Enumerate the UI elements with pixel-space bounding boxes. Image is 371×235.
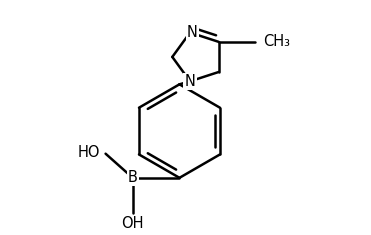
Text: N: N bbox=[187, 25, 198, 40]
Text: HO: HO bbox=[78, 145, 100, 160]
Text: B: B bbox=[128, 170, 138, 185]
Text: CH₃: CH₃ bbox=[263, 34, 290, 49]
Text: OH: OH bbox=[121, 216, 144, 231]
Text: N: N bbox=[185, 74, 196, 89]
